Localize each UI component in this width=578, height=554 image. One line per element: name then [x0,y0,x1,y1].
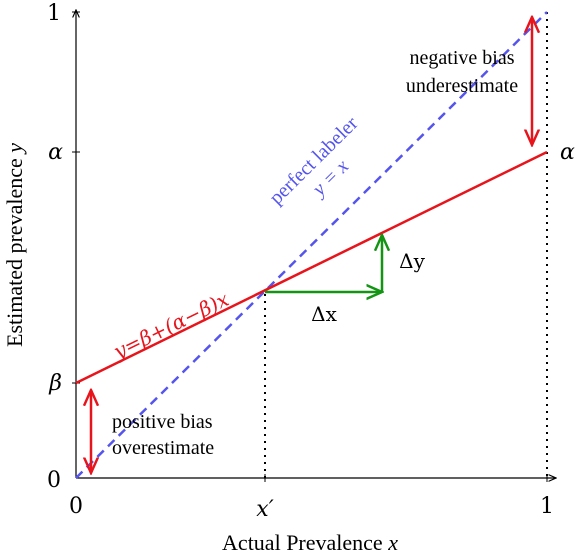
y-tick-label-beta: β [48,371,62,396]
x-axis-title: Actual Prevalence x [222,530,398,554]
x-tick-label-one: 1 [540,494,554,519]
delta-x-label: Δx [311,302,337,326]
labeler-line [75,150,548,385]
delta-y-label: Δy [399,249,425,273]
negative-bias-text-line1: negative bias [410,47,515,69]
perfect-labeler-label: perfect labeler y = x [265,112,362,209]
right-alpha-label: α [560,140,575,165]
positive-bias-text-line1: positive bias [112,411,213,433]
y-tick-label-zero: 0 [47,468,61,493]
x-tick-label-xprime: x′ [256,497,273,522]
y-tick-label-one: 1 [47,1,61,26]
y-axis-title: Estimated prevalence y [2,143,27,347]
svg-text:perfect labeler: perfect labeler [265,112,362,209]
y-tick-label-alpha: α [48,140,63,165]
negative-bias-text-line2: underestimate [406,75,518,97]
labeler-equation: y=β+(α−β)x [109,287,233,364]
x-tick-label-zero: 0 [69,494,83,519]
perfect-labeler-line [75,11,548,479]
positive-bias-text-line2: overestimate [112,437,214,459]
